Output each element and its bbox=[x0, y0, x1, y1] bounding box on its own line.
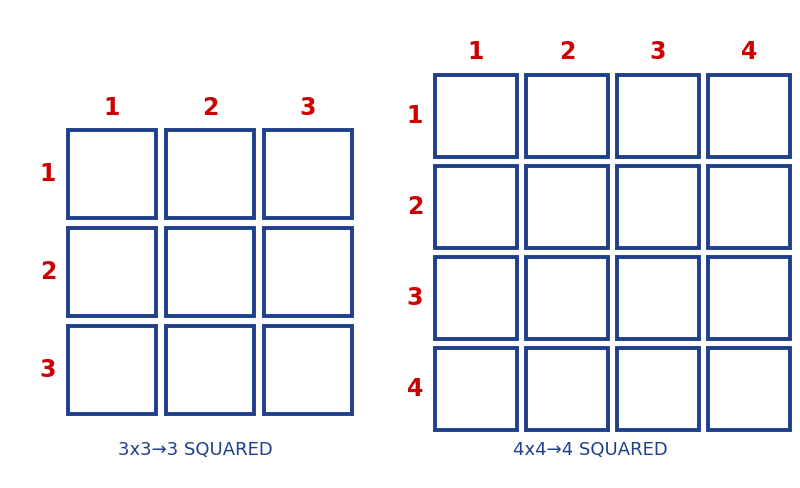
Text: 3: 3 bbox=[300, 96, 316, 120]
Text: 3x3→3 SQUARED: 3x3→3 SQUARED bbox=[118, 441, 272, 459]
Bar bbox=[435, 166, 517, 248]
Bar bbox=[708, 348, 790, 430]
Bar bbox=[264, 130, 352, 218]
Bar bbox=[68, 326, 156, 414]
Text: 1: 1 bbox=[40, 162, 56, 186]
Bar bbox=[708, 166, 790, 248]
Text: 2: 2 bbox=[407, 195, 423, 219]
Bar bbox=[435, 75, 517, 157]
Text: 3: 3 bbox=[40, 358, 56, 382]
Bar bbox=[435, 348, 517, 430]
Bar bbox=[166, 130, 254, 218]
Bar bbox=[617, 348, 699, 430]
Bar bbox=[617, 257, 699, 339]
Bar bbox=[68, 228, 156, 316]
Text: 3: 3 bbox=[650, 40, 666, 64]
Text: 2: 2 bbox=[559, 40, 575, 64]
Bar bbox=[617, 166, 699, 248]
Text: 4x4→4 SQUARED: 4x4→4 SQUARED bbox=[513, 441, 667, 459]
Bar bbox=[68, 130, 156, 218]
Text: 2: 2 bbox=[202, 96, 218, 120]
Bar bbox=[435, 257, 517, 339]
Bar bbox=[526, 75, 608, 157]
Text: 2: 2 bbox=[40, 260, 56, 284]
Bar bbox=[264, 326, 352, 414]
Text: 1: 1 bbox=[407, 104, 423, 128]
Text: 4: 4 bbox=[407, 377, 423, 401]
Bar bbox=[166, 326, 254, 414]
Bar bbox=[708, 257, 790, 339]
Bar bbox=[526, 348, 608, 430]
Text: 3: 3 bbox=[406, 286, 423, 310]
Bar bbox=[708, 75, 790, 157]
Bar bbox=[166, 228, 254, 316]
Bar bbox=[526, 257, 608, 339]
Text: 1: 1 bbox=[104, 96, 120, 120]
Bar bbox=[526, 166, 608, 248]
Bar bbox=[617, 75, 699, 157]
Bar bbox=[264, 228, 352, 316]
Text: 1: 1 bbox=[468, 40, 484, 64]
Text: 4: 4 bbox=[741, 40, 757, 64]
